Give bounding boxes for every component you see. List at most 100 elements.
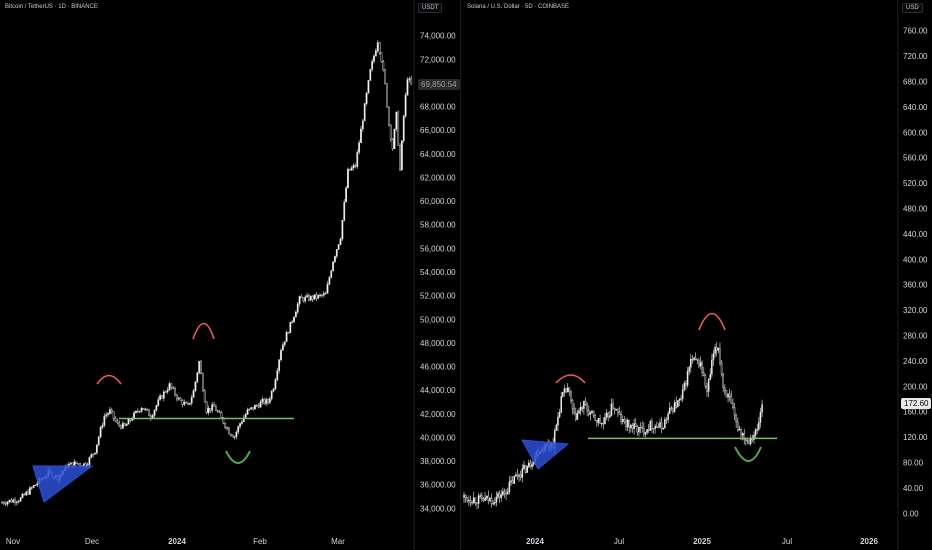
candle-body (524, 464, 527, 473)
candle-body (707, 379, 710, 392)
candle-body (194, 381, 197, 391)
candle-body (515, 474, 517, 477)
candle-body (278, 359, 281, 371)
candle-body (188, 402, 191, 405)
candle-body (404, 94, 407, 117)
candle-body (696, 359, 699, 361)
candle-body (579, 406, 582, 411)
candle-body (228, 427, 230, 435)
candle-body (761, 404, 763, 413)
candle-body (693, 357, 695, 361)
candle-body (618, 412, 621, 415)
candle-body (719, 348, 721, 364)
candle-body (712, 353, 715, 361)
candle-body (350, 167, 353, 171)
candle-body (231, 434, 234, 438)
candle-body (363, 103, 366, 122)
head-top-arc (192, 322, 215, 340)
candle-body (678, 398, 681, 401)
candle-body (694, 357, 697, 360)
panel-divider (460, 0, 461, 550)
left-shoulder-top-arc (555, 374, 586, 384)
y-tick-label: 0.00 (903, 509, 919, 518)
candle-body (255, 405, 258, 407)
candle-body (406, 79, 409, 96)
candle-body (296, 303, 299, 313)
candle-body (685, 382, 687, 386)
candle-body (196, 372, 199, 382)
candle-body (662, 427, 665, 430)
candle-body (224, 423, 227, 428)
candle-body (283, 341, 286, 345)
candle-body (122, 422, 124, 429)
candle-body (709, 373, 712, 381)
y-tick-label: 66,000.00 (420, 126, 456, 135)
y-tick-label: 760.00 (903, 27, 928, 36)
candle-body (259, 401, 262, 408)
candle-body (164, 391, 167, 393)
candle-body (175, 394, 178, 400)
candle-body (387, 106, 390, 126)
candle-body (157, 399, 160, 406)
sol-candlestick-chart[interactable]: 0.00 40.00 80.00 120.00 160.00 200.00 240.00 28… (460, 0, 932, 550)
candle-body (170, 383, 173, 388)
candle-body (609, 415, 611, 418)
candle-body (583, 400, 585, 409)
y-tick-label: 120.00 (903, 433, 928, 442)
candle-body (743, 433, 746, 441)
x-tick-label: Jul (614, 537, 624, 546)
candle-body (596, 419, 598, 423)
x-tick-label: Feb (253, 537, 267, 546)
candle-body (17, 500, 20, 503)
candle-body (528, 462, 530, 467)
candle-body (315, 294, 318, 299)
candle-body (485, 495, 488, 499)
candle-body (135, 410, 137, 413)
candle-body (36, 483, 39, 486)
candle-body (555, 424, 558, 431)
ascending-triangle-pattern (521, 439, 570, 470)
candle-body (69, 462, 72, 465)
candle-body (690, 358, 692, 368)
candle-body (237, 426, 240, 433)
y-tick-label: 52,000.00 (420, 292, 456, 301)
candle-body (14, 499, 16, 503)
candle-body (207, 408, 210, 413)
candle-body (280, 350, 282, 361)
x-tick-label: Mar (331, 537, 345, 546)
y-tick-label: 320.00 (903, 306, 928, 315)
candle-body (649, 421, 652, 431)
candle-body (15, 501, 18, 503)
candle-body (352, 165, 355, 169)
candle-body (241, 421, 243, 424)
candle-body (229, 433, 232, 436)
candle-body (354, 165, 357, 167)
y-tick-label: 440.00 (903, 230, 928, 239)
candle-body (270, 390, 273, 400)
candle-body (138, 411, 141, 413)
candle-body (631, 424, 634, 429)
candle-body (190, 397, 193, 404)
candle-body (239, 423, 241, 427)
candle-body (610, 403, 613, 416)
candle-body (108, 409, 111, 414)
y-tick-label: 40.00 (903, 484, 924, 493)
candle-body (281, 344, 284, 351)
y-tick-label: 62,000.00 (420, 173, 456, 182)
btc-unit-selector[interactable]: USDT (418, 3, 443, 13)
candle-body (250, 407, 253, 410)
btc-candlestick-chart[interactable]: 34,000.00 36,000.00 38,000.00 40,000.00 42,0… (0, 0, 460, 550)
candle-body (248, 408, 251, 410)
candle-body (626, 419, 629, 428)
candle-body (79, 463, 82, 466)
candle-body (717, 348, 720, 351)
candle-body (6, 501, 9, 505)
sol-unit-selector[interactable]: USD (902, 3, 923, 13)
y-tick-label: 280.00 (903, 332, 928, 341)
candle-body (161, 395, 163, 399)
y-tick-label: 44,000.00 (420, 386, 456, 395)
candle-body (643, 427, 645, 435)
y-tick-label: 520.00 (903, 179, 928, 188)
candle-body (516, 474, 519, 477)
candle-body (728, 393, 731, 397)
